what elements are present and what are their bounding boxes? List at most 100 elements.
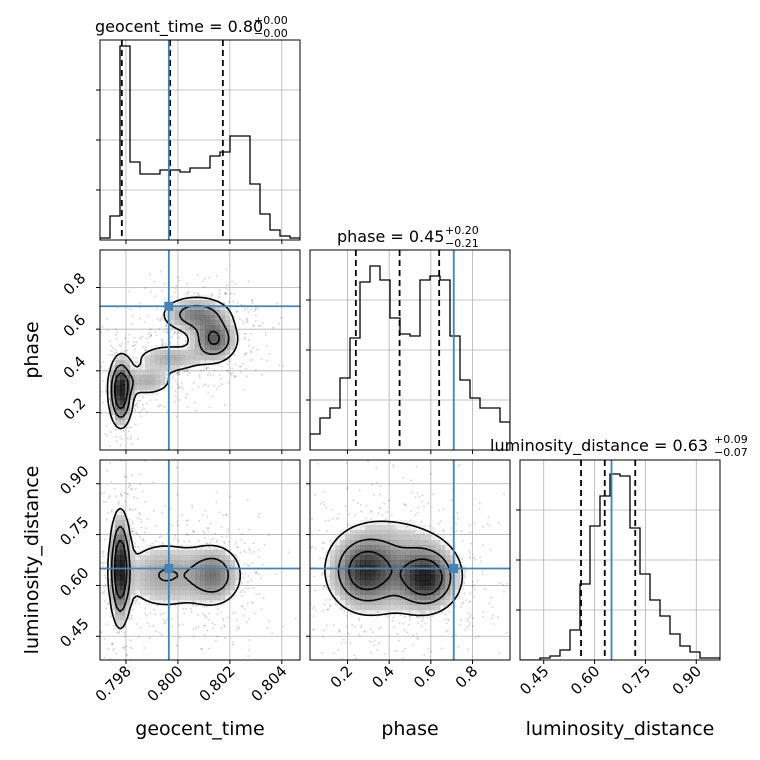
sample-point [194,626,197,629]
sample-point [358,633,361,636]
sample-point [103,569,106,572]
density-cell [215,585,221,591]
sample-point [312,605,315,608]
density-cell [410,605,416,611]
density-cell [130,575,136,581]
density-cell [160,580,166,586]
sample-point [329,603,332,606]
density-cell [325,555,331,561]
sample-point [171,617,174,620]
density-cell [175,585,181,591]
density-cell [435,550,441,556]
sample-point [314,589,317,592]
density-cell [180,585,186,591]
density-cell [430,555,436,561]
density-cell [120,580,126,586]
density-cell [220,350,226,356]
density-cell [360,570,366,576]
sample-point [120,511,123,514]
contour-level-2 [337,538,452,605]
sample-point [290,650,292,652]
sample-point [152,625,155,628]
sample-point [207,385,210,388]
density-cell [410,535,416,541]
sample-point [533,644,535,646]
density-cell [180,590,186,596]
sample-point [154,295,157,298]
sample-point [393,650,396,653]
sample-point [114,328,117,331]
sample-point [418,453,420,455]
sample-point [131,647,134,650]
sample-point [245,318,248,321]
sample-point [306,628,308,630]
sample-point [138,411,141,414]
density-cell [150,590,156,596]
sample-point [73,381,75,383]
sample-point [242,614,245,617]
density-cell [125,400,131,406]
density-cell [210,335,216,341]
sample-point [403,503,406,506]
sample-point [218,292,221,295]
density-cell [110,410,116,416]
density-cell [375,550,381,556]
sample-point [457,517,460,520]
density-cell [215,315,221,321]
sample-point [149,399,152,402]
density-cell [385,535,391,541]
density-cell [360,530,366,536]
density-cell [185,555,191,561]
sample-point [130,617,133,620]
density-cell [450,545,456,551]
sample-point [160,317,163,320]
density-cell [155,355,161,361]
density-cell [165,545,171,551]
density-cell [180,570,186,576]
sample-point [138,602,141,605]
sample-point [469,557,472,560]
sample-point [177,370,180,373]
sample-point [208,276,211,279]
density-cell [170,365,176,371]
sample-point [261,563,264,566]
density-cell [410,595,416,601]
sample-point [462,600,465,603]
sample-point [231,612,234,615]
sample-point [267,620,270,623]
sample-point [472,625,475,628]
density-cell [120,510,126,516]
density-cell [220,555,226,561]
sample-point [245,587,248,590]
sample-point [141,396,144,399]
density-cell [225,325,231,331]
sample-point [101,552,104,555]
density-cell [180,595,186,601]
density-cell [160,545,166,551]
sample-point [184,370,187,373]
density-cell [115,585,121,591]
sample-point [272,326,275,329]
density-cell [190,355,196,361]
density-cell [205,360,211,366]
sample-point [415,465,418,468]
density-cell [330,560,336,566]
sample-point [107,648,110,651]
sample-point [313,615,316,618]
sample-point [331,508,334,511]
sample-point [471,580,474,583]
density-cell [235,580,241,586]
sample-point [135,368,138,371]
sample-point [275,617,277,619]
sample-point [155,307,158,310]
sample-point [191,530,194,533]
density-cell [150,595,156,601]
sample-point [127,617,130,620]
sample-point [320,574,323,577]
density-cell [115,550,121,556]
sample-point [212,627,215,630]
sample-point [180,381,183,384]
sample-point [124,500,127,503]
density-cell [225,345,231,351]
sample-point [233,611,236,614]
